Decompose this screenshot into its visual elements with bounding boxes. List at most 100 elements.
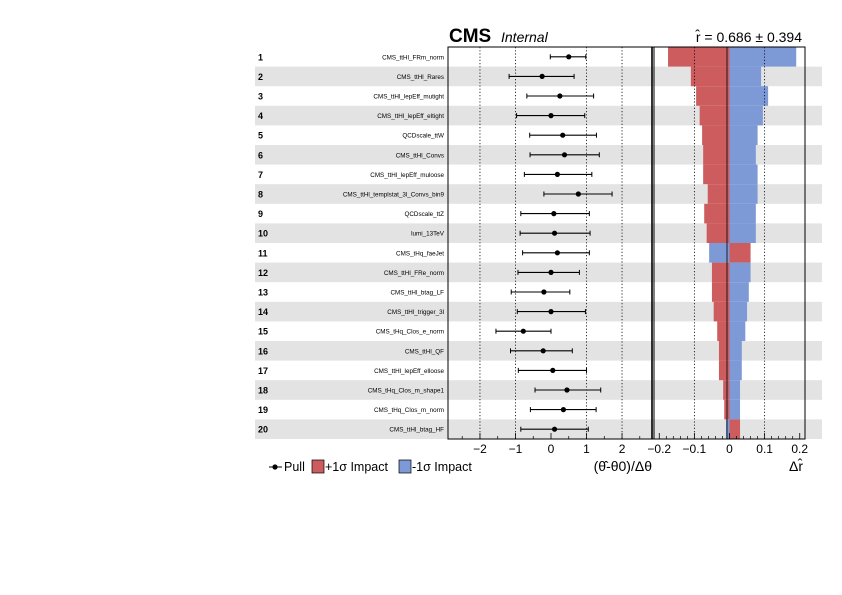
minus-impact-bar xyxy=(729,86,769,106)
row-parameter-name: CMS_ttHl_QF xyxy=(405,348,444,355)
minus-impact-bar xyxy=(729,203,756,224)
legend-plus-label: +1σ Impact xyxy=(325,460,388,474)
minus-impact-bar xyxy=(729,145,756,165)
pull-marker xyxy=(550,367,556,373)
pull-points xyxy=(495,54,613,432)
minus-impact-bar xyxy=(729,341,742,361)
pull-tick-label: 1 xyxy=(583,442,590,456)
row-parameter-name: CMS_tHq_Clos_m_shape1 xyxy=(368,388,445,395)
impact-tick-label: −0.2 xyxy=(647,442,671,456)
legend-minus-label: -1σ Impact xyxy=(412,460,472,474)
row-rank: 7 xyxy=(258,170,263,180)
minus-impact-bar xyxy=(729,380,741,400)
plus-impact-bar xyxy=(690,66,730,87)
cms-label: CMS xyxy=(449,26,491,47)
legend-pull-marker xyxy=(272,464,278,470)
plus-impact-bar xyxy=(711,282,730,302)
pull-marker xyxy=(566,54,572,60)
plus-impact-bar xyxy=(729,243,751,263)
row-parameter-name: CMS_ttHl_btag_HF xyxy=(389,427,444,434)
pull-marker xyxy=(561,152,568,158)
row-rank: 9 xyxy=(258,209,263,219)
pull-marker xyxy=(540,348,546,354)
row-parameter-name: lumi_13TeV xyxy=(411,231,445,238)
minus-impact-bar xyxy=(729,125,758,145)
pull-marker xyxy=(560,407,567,413)
row-parameter-name: CMS_ttHl_lepEff_muloose xyxy=(370,172,444,179)
row-rank: 1 xyxy=(258,52,263,62)
row-rank: 12 xyxy=(258,268,268,278)
pull-marker xyxy=(548,309,554,315)
row-rank: 4 xyxy=(258,111,263,121)
row-rank: 20 xyxy=(258,425,268,435)
plus-impact-bar xyxy=(706,223,730,243)
row-parameter-name: CMS_ttHl_lepEff_mutight xyxy=(373,94,444,101)
plus-impact-bar xyxy=(717,321,730,341)
impact-tick-label: −0.1 xyxy=(683,442,707,456)
plus-impact-bar xyxy=(723,380,730,400)
impact-axis-title: Δr̂ xyxy=(789,457,803,474)
impact-tick-label: 0.1 xyxy=(756,442,773,456)
pull-marker xyxy=(564,387,570,393)
plus-impact-bar xyxy=(718,360,730,381)
row-parameter-name: CMS_ttHl_lepEff_eltight xyxy=(377,113,444,120)
minus-impact-bar xyxy=(729,282,749,302)
pull-marker xyxy=(551,211,557,217)
row-parameter-name: QCDscale_ttZ xyxy=(404,211,444,218)
row-rank: 11 xyxy=(258,248,268,258)
row-rank: 19 xyxy=(258,405,268,415)
row-parameter-name: CMS_ttHl_Convs xyxy=(396,152,444,159)
legend-pull-label: Pull xyxy=(284,460,305,474)
row-labels: 1 CMS_ttHl_FRm_norm 2 CMS_ttHl_Rares 3 CMS_tt… xyxy=(258,52,445,434)
dotted-gridlines xyxy=(479,47,766,439)
plus-impact-bar xyxy=(703,164,730,185)
plus-impact-bar xyxy=(668,47,730,67)
plus-impact-bar xyxy=(711,262,730,283)
row-rank: 10 xyxy=(258,229,268,239)
row-parameter-name: CMS_ttHl_FRe_norm xyxy=(384,270,444,277)
row-parameter-name: CMS_tHq_faeJet xyxy=(396,250,444,257)
row-parameter-name: CMS_ttHl_templstat_3l_Convs_bin9 xyxy=(343,192,445,199)
pull-marker xyxy=(520,328,526,334)
row-parameter-name: CMS_ttHl_btag_LF xyxy=(390,290,444,297)
plus-impact-bar xyxy=(696,86,730,106)
plus-impact-bar xyxy=(699,105,730,126)
row-rank: 16 xyxy=(258,346,268,356)
row-parameter-name: CMS_ttHl_lepEff_elloose xyxy=(374,368,444,375)
row-rank: 17 xyxy=(258,366,268,376)
row-band xyxy=(255,184,822,204)
impact-tick-label: 0.2 xyxy=(791,442,808,456)
pull-marker xyxy=(539,73,545,79)
row-rank: 2 xyxy=(258,72,263,82)
plus-impact-bar xyxy=(729,419,741,439)
pull-marker xyxy=(541,289,547,295)
pull-marker xyxy=(575,191,581,197)
plus-impact-bar xyxy=(704,203,730,224)
row-rank: 13 xyxy=(258,288,268,298)
row-rank: 5 xyxy=(258,131,263,141)
pull-tick-label: −1 xyxy=(509,442,523,456)
row-rank: 6 xyxy=(258,150,263,160)
legend-plus-swatch xyxy=(311,459,325,474)
pull-marker xyxy=(554,171,560,177)
row-rank: 15 xyxy=(258,327,268,337)
row-rank: 3 xyxy=(258,92,263,102)
pull-marker xyxy=(548,269,554,275)
row-parameter-name: QCDscale_ttW xyxy=(402,133,444,140)
minus-impact-bar xyxy=(729,301,748,322)
pull-marker xyxy=(560,132,566,138)
pull-axis-title: (θ̂-θ0)/Δθ xyxy=(594,458,653,474)
internal-label: Internal xyxy=(501,29,549,45)
minus-impact-bar xyxy=(729,321,746,341)
legend: Pull +1σ Impact -1σ Impact xyxy=(269,459,472,474)
minus-impact-bar xyxy=(729,360,742,381)
row-rank: 8 xyxy=(258,190,263,200)
plus-impact-bar xyxy=(718,341,730,361)
minus-impact-bar xyxy=(709,243,730,263)
axis-ticks: −2 −1 0 1 2 −0.2 −0.1 0 0.1 0.2 xyxy=(461,433,808,456)
row-parameter-name: CMS_ttHl_trigger_3l xyxy=(387,309,444,316)
plus-impact-bar xyxy=(703,145,730,165)
minus-impact-bar xyxy=(729,66,762,87)
minus-impact-bar xyxy=(729,184,758,204)
